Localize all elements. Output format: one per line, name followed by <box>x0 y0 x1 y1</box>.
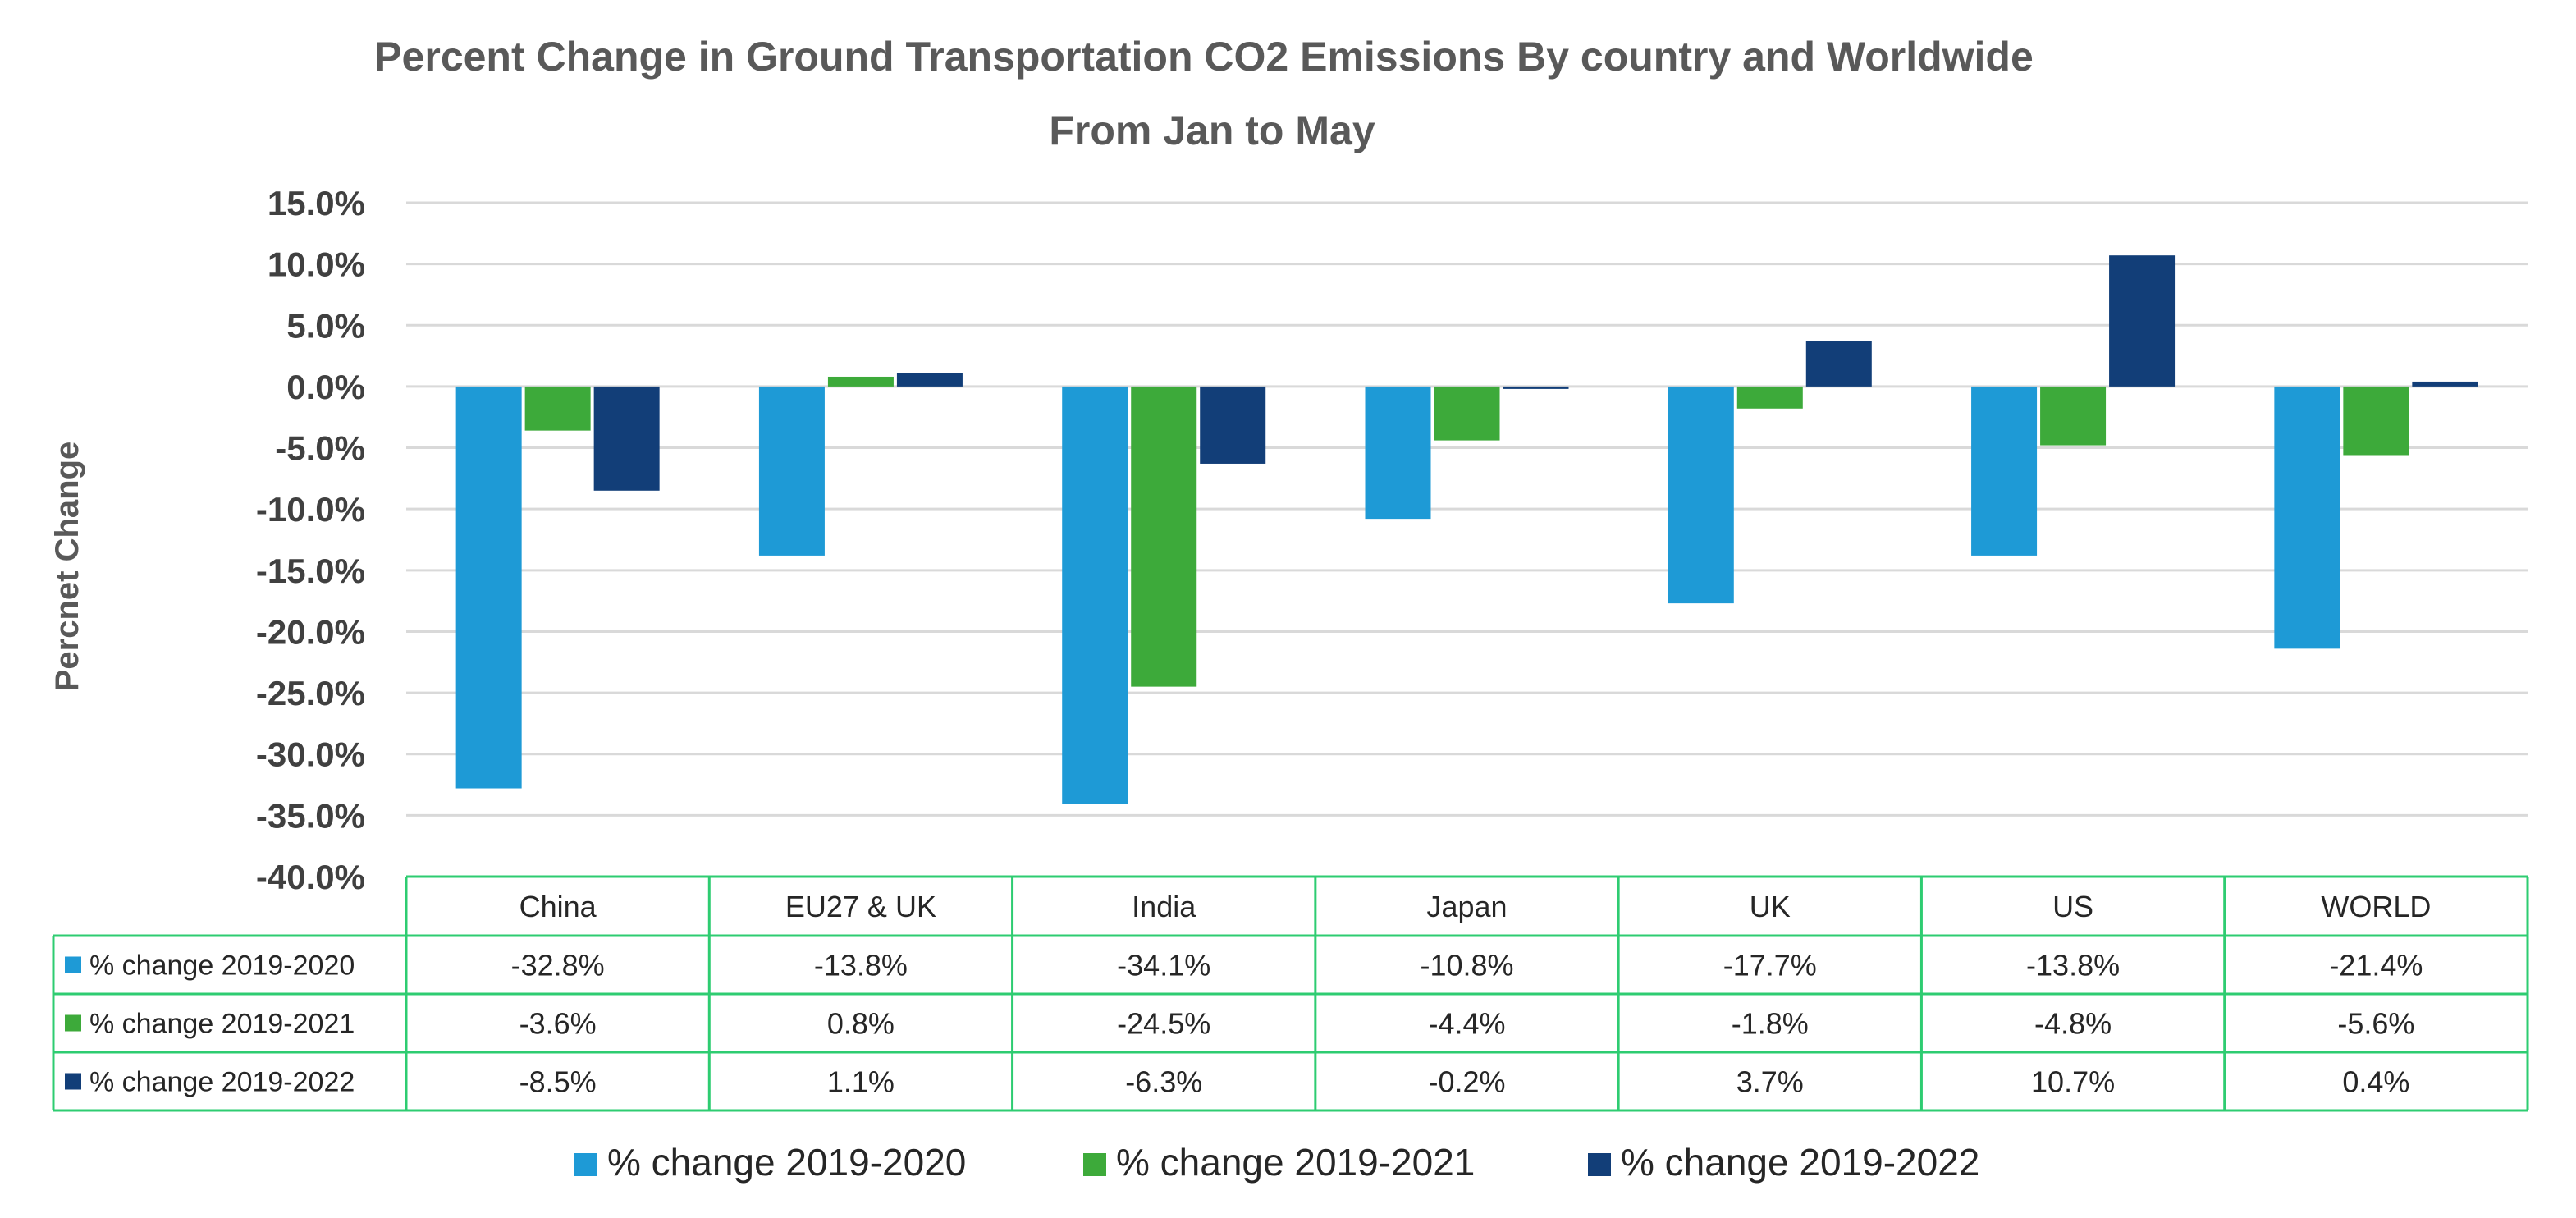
legend-label: % change 2019-2021 <box>1116 1141 1475 1184</box>
data-label: -3.6% <box>519 1007 597 1041</box>
bar-2-china <box>524 386 591 431</box>
chart-subtitle: From Jan to May <box>1049 108 1375 153</box>
legend-swatch <box>1083 1153 1106 1176</box>
data-label: -17.7% <box>1723 949 1817 982</box>
bar-1-china <box>455 386 522 789</box>
bar-2-india <box>1131 386 1197 687</box>
bar-3-world <box>2412 381 2478 387</box>
data-label: -8.5% <box>519 1065 597 1099</box>
data-label: -6.3% <box>1125 1065 1202 1099</box>
bar-3-china <box>593 386 660 491</box>
bar-3-us <box>2109 255 2176 387</box>
bar-1-india <box>1062 386 1128 804</box>
y-tick-label: -25.0% <box>256 674 365 712</box>
bar-3-eu27-uk <box>896 373 963 387</box>
table-legend-swatch <box>65 956 81 973</box>
data-table: China EU27 & UK India Japan UK US WORLD % chang… <box>52 875 2529 1112</box>
bar-1-us <box>1971 386 2038 556</box>
y-tick-label: -15.0% <box>256 552 365 590</box>
data-label: -4.8% <box>2034 1007 2112 1041</box>
bar-1-japan <box>1365 386 1431 520</box>
bar-2-uk <box>1736 386 1803 409</box>
y-tick-label: 5.0% <box>286 306 365 345</box>
y-axis-ticks: 15.0% 10.0% 5.0% 0.0% -5.0% -10.0% -15.0% -20.0… <box>256 184 365 896</box>
y-tick-label: -30.0% <box>256 735 365 774</box>
data-label: -24.5% <box>1117 1007 1210 1041</box>
table-series-name: % change 2019-2021 <box>89 1009 355 1040</box>
table-legend-swatch <box>65 1014 81 1032</box>
category-label: Japan <box>1426 890 1507 923</box>
legend-swatch <box>574 1153 597 1176</box>
data-label: -21.4% <box>2329 949 2423 982</box>
bar-1-uk <box>1668 386 1734 604</box>
category-label: India <box>1132 890 1196 923</box>
bar-1-world <box>2274 386 2340 649</box>
bar-2-japan <box>1434 386 1500 441</box>
chart-title-line-1: Percent Change in Ground Transportation … <box>374 34 2034 80</box>
y-tick-label: -20.0% <box>256 612 365 651</box>
legend-label: % change 2019-2022 <box>1621 1141 1979 1184</box>
bar-2-eu27-uk <box>827 376 894 387</box>
data-label: 10.7% <box>2031 1065 2115 1099</box>
data-label: -13.8% <box>814 949 908 982</box>
bar-2-world <box>2343 386 2409 456</box>
bar-3-india <box>1200 386 1266 464</box>
data-label: -5.6% <box>2337 1007 2414 1041</box>
category-label: EU27 & UK <box>785 890 936 923</box>
legend: % change 2019-2020 % change 2019-2021 % ch… <box>574 1141 1979 1184</box>
category-label: US <box>2052 890 2093 923</box>
data-label: 3.7% <box>1736 1065 1804 1099</box>
data-label: -13.8% <box>2026 949 2120 982</box>
y-tick-label: -40.0% <box>256 858 365 896</box>
data-label: -4.4% <box>1428 1007 1505 1041</box>
y-tick-label: -35.0% <box>256 796 365 835</box>
chart-title: Percent Change in Ground Transportation … <box>374 34 2034 153</box>
table-legend-swatch <box>65 1073 81 1090</box>
data-label: 1.1% <box>827 1065 895 1099</box>
category-label: WORLD <box>2321 890 2431 923</box>
bars <box>455 255 2478 804</box>
table-series-name: % change 2019-2020 <box>89 950 355 982</box>
y-tick-label: -10.0% <box>256 490 365 529</box>
data-label: -10.8% <box>1420 949 1513 982</box>
bar-1-eu27-uk <box>758 386 825 556</box>
bar-3-uk <box>1805 341 1872 387</box>
y-tick-label: 10.0% <box>268 245 365 284</box>
y-tick-label: 15.0% <box>268 184 365 222</box>
bar-2-us <box>2040 386 2107 446</box>
data-label: 0.4% <box>2342 1065 2409 1099</box>
legend-label: % change 2019-2020 <box>607 1141 966 1184</box>
data-label: -34.1% <box>1117 949 1210 982</box>
data-label: -32.8% <box>511 949 605 982</box>
legend-swatch <box>1588 1153 1611 1176</box>
category-label: UK <box>1750 890 1791 923</box>
y-tick-label: 0.0% <box>286 368 365 406</box>
y-tick-label: -5.0% <box>275 429 365 468</box>
bar-3-japan <box>1503 386 1569 389</box>
data-label: -1.8% <box>1732 1007 1809 1041</box>
data-label: -0.2% <box>1428 1065 1505 1099</box>
data-label: 0.8% <box>827 1007 895 1041</box>
gridlines <box>406 201 2528 878</box>
table-series-name: % change 2019-2022 <box>89 1067 355 1098</box>
y-axis-title: Percnet Change <box>49 442 85 692</box>
category-label: China <box>519 890 597 923</box>
